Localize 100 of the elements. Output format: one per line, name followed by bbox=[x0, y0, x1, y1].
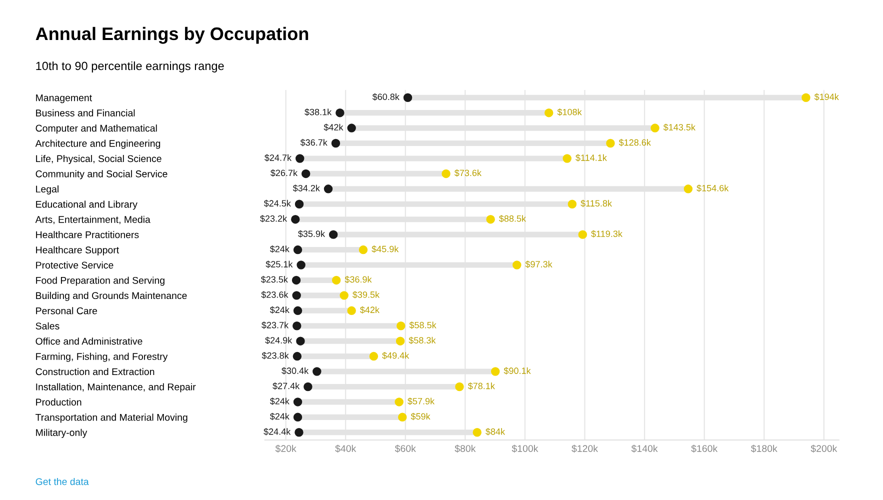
point bbox=[296, 260, 306, 270]
data-label: $90.1k bbox=[504, 367, 531, 374]
point bbox=[486, 214, 495, 224]
data-label: $154.6k bbox=[696, 184, 729, 192]
point bbox=[544, 108, 554, 118]
point bbox=[491, 367, 500, 376]
point bbox=[296, 154, 304, 163]
data-label: $39.5k bbox=[352, 291, 380, 298]
data-label: $45.9k bbox=[372, 245, 399, 253]
data-label: $36.7k bbox=[300, 138, 328, 146]
point bbox=[562, 154, 572, 163]
point bbox=[294, 200, 304, 208]
y-tick-label: Community and Social Service bbox=[36, 170, 168, 180]
y-tick-label: Transportation and Material Moving bbox=[36, 414, 188, 423]
point bbox=[293, 398, 302, 406]
data-label: $24.7k bbox=[264, 154, 292, 162]
data-label: $23.5k bbox=[260, 276, 288, 284]
point bbox=[398, 412, 407, 422]
point bbox=[336, 108, 344, 118]
point bbox=[394, 398, 404, 406]
data-label: $24.4k bbox=[264, 428, 291, 436]
data-label: $23.7k bbox=[262, 322, 289, 329]
x-tick-label: $200k bbox=[810, 444, 838, 453]
data-label: $30.4k bbox=[282, 367, 309, 374]
y-tick-label: Production bbox=[36, 398, 82, 406]
point bbox=[442, 169, 450, 178]
data-label: $26.7k bbox=[270, 169, 298, 177]
text: Get the data bbox=[36, 478, 89, 486]
data-label: $38.1k bbox=[304, 108, 332, 116]
point bbox=[292, 276, 301, 285]
point bbox=[293, 412, 302, 422]
data-label: $78.1k bbox=[468, 382, 495, 390]
data-label: $34.2k bbox=[292, 184, 320, 192]
data-label: $97.3k bbox=[525, 260, 552, 268]
point bbox=[301, 169, 310, 178]
data-label: $115.8k bbox=[580, 200, 612, 208]
point bbox=[802, 93, 810, 102]
data-label: $84k bbox=[486, 428, 506, 436]
data-label: $36.9k bbox=[344, 276, 372, 284]
point bbox=[396, 322, 406, 330]
y-tick-label: Office and Administrative bbox=[36, 338, 142, 345]
data-label: $25.1k bbox=[266, 260, 293, 268]
y-tick-label: Healthcare Practitioners bbox=[36, 231, 139, 238]
data-label: $58.5k bbox=[409, 322, 436, 329]
point bbox=[578, 230, 588, 239]
point bbox=[312, 367, 322, 376]
data-label: $24k bbox=[270, 398, 290, 405]
point bbox=[568, 200, 577, 208]
point bbox=[331, 138, 340, 148]
y-tick-label: Life, Physical, Social Science bbox=[36, 154, 162, 164]
data-label: $24.9k bbox=[265, 336, 292, 344]
y-tick-label: Building and Grounds Maintenance bbox=[36, 292, 187, 301]
y-tick-label: Business and Financial bbox=[36, 109, 135, 116]
y-tick-label: Food Preparation and Serving bbox=[36, 276, 164, 286]
x-tick-label: $20k bbox=[275, 444, 296, 453]
x-tick-label: $140k bbox=[631, 444, 658, 453]
point bbox=[292, 352, 302, 361]
data-label: $35.9k bbox=[298, 230, 326, 238]
y-tick-label: Construction and Extraction bbox=[36, 368, 154, 376]
y-tick-label: Farming, Fishing, and Forestry bbox=[36, 352, 168, 362]
data-label: $194k bbox=[814, 93, 839, 101]
x-tick-label: $100k bbox=[512, 444, 538, 453]
y-tick-label: Installation, Maintenance, and Repair bbox=[36, 383, 196, 392]
point bbox=[358, 245, 368, 254]
data-label: $23.8k bbox=[262, 352, 289, 360]
point bbox=[332, 276, 341, 285]
text: 10th to 90 percentile earnings range bbox=[36, 61, 224, 72]
x-tick-label: $60k bbox=[394, 444, 416, 453]
chart-title: Annual Earnings by Occupation bbox=[36, 26, 308, 44]
y-tick-label: Arts, Entertainment, Media bbox=[35, 216, 150, 224]
point bbox=[293, 306, 302, 316]
data-label: $108k bbox=[557, 108, 582, 116]
data-label: $128.6k bbox=[618, 138, 651, 146]
y-tick-label: Personal Care bbox=[36, 307, 98, 314]
point bbox=[455, 382, 464, 392]
data-label: $42k bbox=[360, 306, 380, 314]
point bbox=[347, 124, 356, 132]
point bbox=[347, 306, 356, 316]
point bbox=[396, 336, 405, 346]
point bbox=[292, 291, 301, 300]
data-label: $49.4k bbox=[382, 352, 410, 360]
x-tick-label: $80k bbox=[454, 444, 476, 453]
y-tick-label: Sales bbox=[36, 322, 60, 330]
x-tick-label: $120k bbox=[572, 444, 598, 453]
x-tick-label: $180k bbox=[750, 444, 778, 453]
point bbox=[292, 322, 302, 330]
point bbox=[684, 184, 693, 194]
data-label: $88.5k bbox=[499, 215, 526, 222]
point bbox=[606, 138, 615, 148]
y-tick-label: Architecture and Engineering bbox=[35, 140, 160, 149]
point bbox=[369, 352, 378, 361]
point bbox=[291, 214, 300, 224]
point bbox=[512, 260, 522, 270]
x-tick-label: $40k bbox=[335, 444, 356, 453]
data-label: $23.6k bbox=[261, 291, 288, 298]
data-label: $27.4k bbox=[272, 382, 300, 390]
y-tick-label: Management bbox=[36, 94, 92, 104]
y-tick-label: Computer and Mathematical bbox=[36, 124, 157, 134]
point bbox=[324, 184, 333, 194]
data-label: $143.5k bbox=[663, 124, 696, 132]
